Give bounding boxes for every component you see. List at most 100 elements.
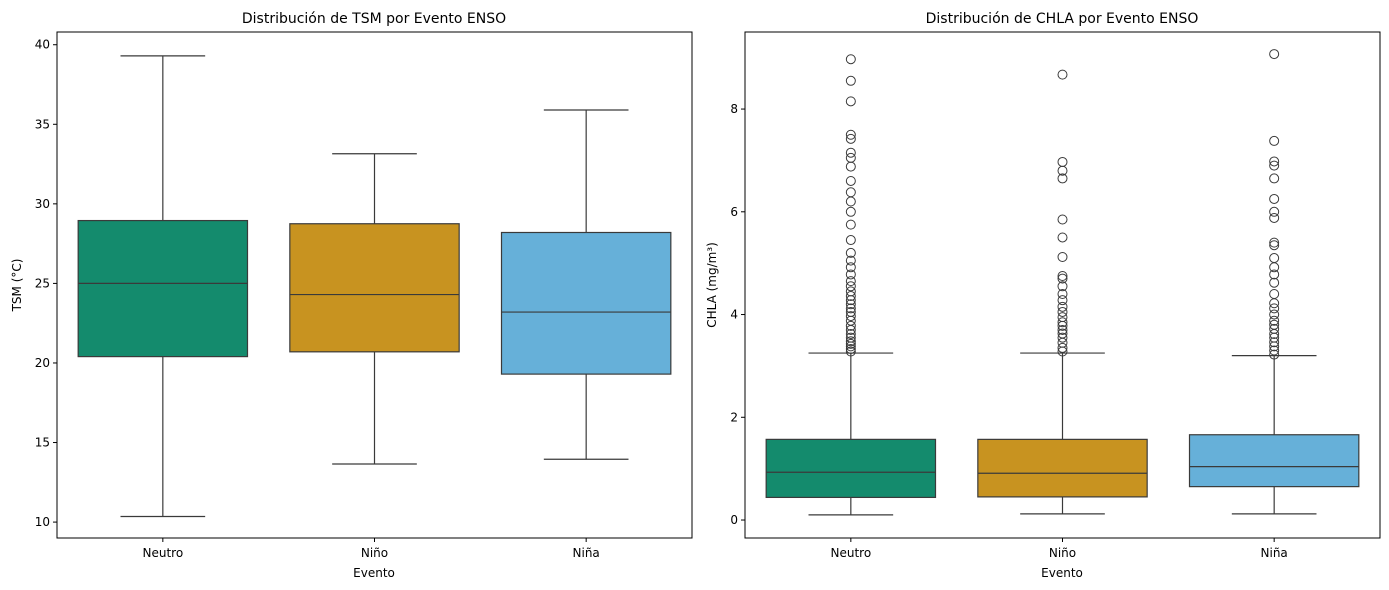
outlier-point (845, 336, 856, 347)
outlier-point (845, 147, 856, 158)
outlier-point (1057, 252, 1068, 263)
chla-box-niña (1188, 49, 1360, 515)
outlier-point (1269, 323, 1280, 334)
chla-x-ticks: Neutro Niño Niña (830, 538, 1288, 560)
outlier-point (1057, 337, 1068, 348)
outlier-point (845, 219, 856, 230)
outlier-point (1269, 193, 1280, 204)
outlier-point (845, 306, 856, 317)
iqr-box (500, 231, 672, 375)
tsm-box-niña (500, 109, 672, 460)
outlier-point (1057, 295, 1068, 306)
outlier-point (1269, 206, 1280, 217)
chla-y-tick-label: 8 (730, 102, 738, 116)
chla-plot-frame (744, 31, 1381, 539)
outlier-point (845, 161, 856, 172)
outlier-point (1269, 288, 1280, 299)
tsm-x-tick-label: Neutro (142, 546, 183, 560)
outlier-point (1269, 337, 1280, 348)
outlier-point (1057, 328, 1068, 339)
tsm-x-axis-label: Evento (353, 566, 395, 580)
chla-x-axis-label: Evento (1041, 566, 1083, 580)
chla-y-tick-label: 0 (730, 513, 738, 527)
outlier-point (845, 332, 856, 343)
outlier-point (845, 269, 856, 280)
outlier-point (1057, 281, 1068, 292)
outlier-point (845, 247, 856, 258)
outlier-point (845, 196, 856, 207)
tsm-y-tick-label: 15 (35, 436, 50, 450)
chla-chart-title: Distribución de CHLA por Evento ENSO (926, 11, 1199, 27)
outlier-point (1269, 173, 1280, 184)
chla-box-niño (977, 69, 1148, 515)
outlier-point (1269, 303, 1280, 314)
tsm-y-tick-label: 30 (35, 197, 50, 211)
outlier-point (845, 133, 856, 144)
outlier-point (845, 276, 856, 287)
outlier-point (1269, 309, 1280, 320)
chla-x-tick-label: Niña (1261, 546, 1288, 560)
chla-x-tick-label: Niño (1049, 546, 1076, 560)
outlier-point (845, 96, 856, 107)
chla-x-tick-label: Neutro (830, 546, 871, 560)
outlier-point (1269, 212, 1280, 223)
tsm-y-axis-label: TSM (°C) (10, 259, 24, 313)
tsm-x-tick-label: Niña (573, 546, 600, 560)
outlier-point (845, 54, 856, 65)
outlier-point (1057, 312, 1068, 323)
outlier-point (845, 291, 856, 302)
chla-y-tick-label: 6 (730, 205, 738, 219)
outlier-point (845, 129, 856, 140)
outlier-point (1057, 232, 1068, 243)
outlier-point (1269, 277, 1280, 288)
outlier-point (845, 311, 856, 322)
chla-y-tick-label: 4 (730, 308, 738, 322)
outlier-point (1057, 342, 1068, 353)
tsm-y-ticks: 10 15 20 25 30 35 40 (35, 38, 57, 529)
outlier-point (1269, 298, 1280, 309)
outlier-point (845, 329, 856, 340)
tsm-y-tick-label: 40 (35, 38, 50, 52)
outlier-point (1269, 237, 1280, 248)
chla-boxplot-panel: Distribución de CHLA por Evento ENSO 0 2 4… (705, 11, 1381, 580)
outlier-point (845, 255, 856, 266)
outlier-point (1057, 301, 1068, 312)
outlier-point (1269, 135, 1280, 146)
outlier-point (845, 187, 856, 198)
outlier-point (1269, 156, 1280, 167)
outlier-point (1057, 156, 1068, 167)
outlier-point (845, 206, 856, 217)
outlier-point (1057, 273, 1068, 284)
outlier-point (845, 75, 856, 86)
chla-box-neutro (765, 54, 937, 516)
outlier-point (1057, 332, 1068, 343)
outlier-point (1269, 319, 1280, 330)
tsm-y-tick-label: 35 (35, 117, 50, 131)
tsm-chart-title: Distribución de TSM por Evento ENSO (242, 11, 506, 27)
outlier-point (845, 299, 856, 310)
tsm-y-tick-label: 10 (35, 515, 50, 529)
outlier-point (1057, 288, 1068, 299)
chla-y-tick-label: 2 (730, 410, 738, 424)
outlier-point (1269, 240, 1280, 251)
chla-boxes (765, 49, 1360, 516)
outlier-point (1057, 69, 1068, 80)
tsm-y-tick-label: 25 (35, 276, 50, 290)
iqr-box (977, 438, 1148, 498)
outlier-point (1057, 173, 1068, 184)
outlier-point (1057, 306, 1068, 317)
tsm-x-ticks: Neutro Niño Niña (142, 538, 600, 560)
outlier-point (845, 175, 856, 186)
iqr-box (1188, 434, 1360, 488)
outlier-point (845, 320, 856, 331)
outlier-point (845, 262, 856, 273)
tsm-plot-frame (56, 31, 693, 539)
outlier-point (845, 281, 856, 292)
outlier-point (1269, 49, 1280, 60)
iqr-box (77, 219, 249, 358)
outlier-point (845, 303, 856, 314)
outlier-point (1269, 160, 1280, 171)
outlier-point (1057, 317, 1068, 328)
outlier-point (1057, 214, 1068, 225)
